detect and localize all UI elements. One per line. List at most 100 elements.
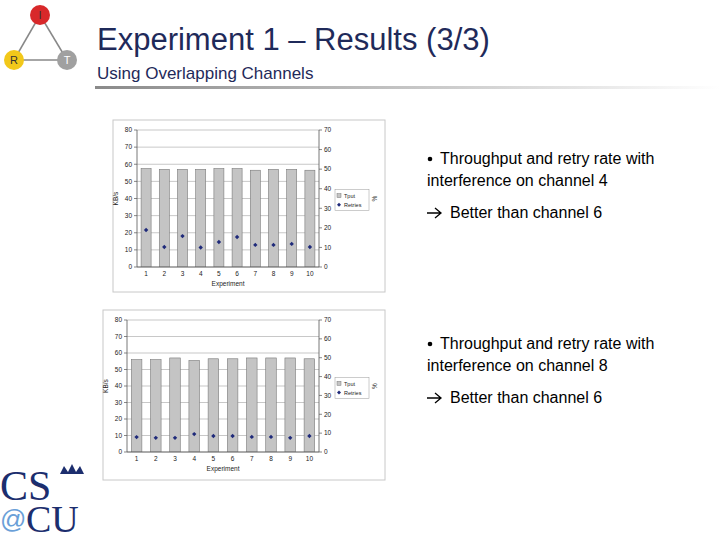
point — [173, 436, 177, 440]
x-tick-label: 8 — [272, 270, 276, 277]
point — [180, 234, 184, 238]
x-tick-label: 4 — [192, 455, 196, 462]
logo-node — [4, 50, 24, 70]
bar — [250, 170, 260, 267]
plot-marks — [131, 358, 314, 452]
bar — [151, 360, 162, 452]
legend-swatch — [337, 390, 341, 394]
x-tick-label: 5 — [212, 455, 216, 462]
legend: Tput Retries — [335, 377, 369, 398]
y2-tick-label: 20 — [324, 411, 332, 418]
y-tick — [134, 164, 137, 165]
y2-tick — [319, 188, 322, 189]
point — [271, 243, 275, 247]
y-tick-label: 40 — [125, 195, 133, 202]
y2-tick — [319, 149, 322, 150]
legend-swatch — [337, 381, 341, 385]
y-tick — [134, 215, 137, 216]
legend: TputRetries — [335, 190, 369, 211]
y2-axis-label: % — [371, 195, 378, 201]
point — [230, 434, 234, 438]
point — [192, 432, 196, 436]
x-axis-label: Experiment — [212, 280, 245, 288]
bar — [208, 359, 219, 452]
y-tick-label: 10 — [125, 246, 133, 253]
grid-line — [127, 336, 319, 337]
y-tick-label: 70 — [125, 143, 133, 150]
bar — [305, 170, 315, 267]
y2-axis — [319, 320, 320, 452]
y2-tick — [319, 130, 322, 131]
footer-logo-cu: CU — [26, 498, 79, 540]
y-tick-label: 70 — [115, 333, 123, 340]
logo-node-label: R — [10, 54, 18, 66]
bullet-text: Throughput and retry rate withinterferen… — [427, 335, 654, 374]
x-tick-label: 9 — [290, 270, 294, 277]
x-tick-label: 7 — [250, 455, 254, 462]
y-tick-label: 0 — [118, 448, 122, 455]
x-tick-label: 10 — [306, 455, 314, 462]
bar — [177, 169, 187, 267]
y-tick — [124, 336, 127, 337]
point — [217, 240, 221, 244]
y2-tick-label: 40 — [324, 373, 332, 380]
legend-box — [335, 377, 369, 398]
y2-tick — [319, 452, 322, 453]
y2-tick-label: 40 — [324, 185, 332, 192]
bar — [170, 358, 181, 452]
bar — [141, 169, 151, 267]
x-axis — [137, 267, 319, 268]
y-tick — [134, 181, 137, 182]
triangle-logo: IRT — [4, 5, 77, 70]
y-tick — [124, 435, 127, 436]
y2-tick — [319, 338, 322, 339]
y-tick-label: 60 — [115, 349, 123, 356]
legend-label: Tput — [344, 193, 355, 199]
legend-label: Tput — [344, 381, 355, 387]
y-axis — [137, 130, 138, 267]
x-tick-label: 9 — [288, 455, 292, 462]
y2-tick — [319, 320, 322, 321]
y-tick — [124, 419, 127, 420]
legend-swatch — [337, 203, 341, 207]
bar — [196, 169, 206, 267]
y2-axis — [319, 130, 320, 267]
title-rule — [95, 86, 720, 89]
point — [162, 245, 166, 249]
bullet-line: interference on channel 4 — [427, 172, 608, 189]
y-tick-label: 60 — [125, 161, 133, 168]
y2-tick-label: 20 — [324, 224, 332, 231]
y2-tick — [319, 169, 322, 170]
y-tick-label: 50 — [125, 178, 133, 185]
y2-tick — [319, 395, 322, 396]
chart-frame — [113, 120, 385, 292]
y-tick — [134, 147, 137, 148]
x-tick-label: 5 — [217, 270, 221, 277]
y2-axis-label: % — [371, 383, 378, 389]
y-tick — [134, 249, 137, 250]
y2-tick-label: 0 — [324, 263, 328, 270]
logo-node-label: I — [38, 9, 41, 21]
legend-box — [335, 190, 369, 211]
bar — [285, 358, 296, 452]
y2-tick — [319, 414, 322, 415]
point — [253, 243, 257, 247]
y-tick — [134, 232, 137, 233]
grid-line — [127, 320, 319, 321]
x-tick-label: 3 — [173, 455, 177, 462]
legend-label: Retries — [344, 390, 362, 396]
y2-tick-label: 60 — [324, 146, 332, 153]
x-tick-label: 1 — [144, 270, 148, 277]
x-tick-label: 3 — [181, 270, 185, 277]
chart-frame — [103, 310, 385, 480]
point — [154, 436, 158, 440]
y-axis-label: KB/s — [102, 378, 109, 392]
bullet-text: Throughput and retry rate withinterferen… — [427, 150, 654, 189]
point — [250, 435, 254, 439]
y2-tick — [319, 267, 322, 268]
point — [307, 434, 311, 438]
bullet-dot — [428, 342, 433, 347]
conclusion-text: Better than channel 6 — [450, 204, 602, 221]
point — [308, 245, 312, 249]
point — [235, 235, 239, 239]
